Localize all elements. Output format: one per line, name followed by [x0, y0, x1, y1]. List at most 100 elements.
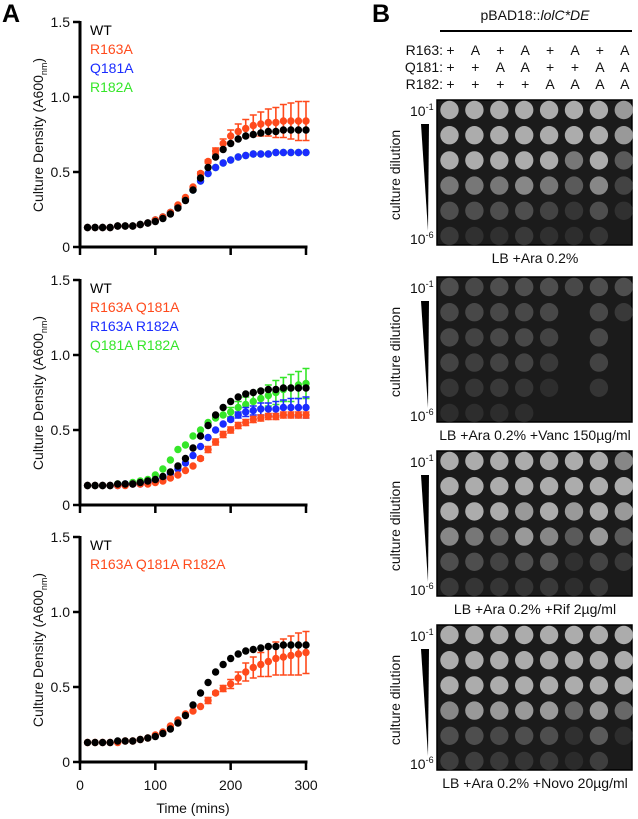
data-point [204, 157, 212, 166]
legend-entry: WT [90, 280, 112, 296]
data-point [106, 481, 114, 490]
bacterial-spot [539, 176, 559, 195]
agar-plate-image [436, 99, 633, 246]
y-axis-label-end: ) [30, 316, 46, 321]
data-point [234, 393, 242, 401]
data-point [181, 454, 190, 463]
data-point [302, 117, 310, 125]
data-point [113, 480, 122, 488]
dilution-wedge-icon [421, 301, 429, 408]
bacterial-spot [589, 353, 609, 372]
dilution-axis-label: culture dilution [387, 130, 403, 220]
dilution-exponent: -6 [426, 230, 434, 240]
data-point [302, 411, 310, 419]
data-point [249, 397, 257, 406]
bacterial-spot [515, 201, 534, 220]
data-point [272, 385, 280, 394]
data-point [264, 642, 273, 651]
data-point [226, 654, 235, 663]
bacterial-spot [465, 201, 484, 220]
series-r182a [83, 148, 310, 232]
data-point [234, 674, 242, 682]
bacterial-spot [515, 277, 534, 297]
y-tick-label: 1.0 [51, 347, 71, 363]
series-r163a-q181a [83, 411, 310, 490]
dilution-base: 10 [410, 582, 426, 598]
x-tick-label: 100 [144, 777, 168, 793]
bacterial-spot [440, 277, 459, 297]
data-point [159, 465, 167, 473]
bacterial-spot [440, 201, 459, 220]
bacterial-spot [564, 676, 584, 695]
data-point [249, 130, 257, 139]
bacterial-spot [490, 100, 509, 120]
bacterial-spot [614, 126, 633, 145]
data-point [189, 462, 197, 470]
legend-entry: R163A R182A [90, 318, 179, 334]
bacterial-spot [465, 502, 484, 521]
x-tick-label: 0 [76, 777, 84, 793]
bacterial-spot [564, 226, 584, 246]
data-point [219, 159, 227, 167]
data-point [159, 214, 167, 223]
y-tick-label: 0.5 [51, 422, 71, 438]
data-point [257, 387, 265, 395]
data-point [211, 153, 220, 161]
bacterial-spot [564, 451, 584, 471]
data-point [234, 403, 242, 412]
data-point [294, 403, 303, 412]
data-point [264, 150, 273, 158]
data-point [113, 222, 122, 230]
bacterial-spot [465, 726, 484, 745]
bacterial-spot [614, 477, 633, 496]
bacterial-spot [515, 477, 534, 496]
bacterial-spot [490, 451, 509, 471]
data-point [302, 641, 310, 649]
bacterial-spot [614, 527, 633, 546]
data-point [287, 126, 295, 134]
data-point [166, 456, 175, 464]
bacterial-spot [515, 226, 534, 246]
bacterial-spot [490, 378, 509, 397]
data-point [242, 151, 250, 160]
data-point [302, 648, 310, 657]
dilution-base: 10 [410, 628, 426, 644]
bacterial-spot [465, 353, 484, 372]
data-point [264, 657, 273, 666]
bacterial-spot [589, 625, 609, 645]
data-point [113, 737, 122, 745]
bacterial-spot [614, 100, 633, 120]
bacterial-spot [515, 403, 534, 423]
data-point [264, 127, 273, 136]
bacterial-spot [440, 403, 459, 423]
data-point [249, 415, 257, 424]
plate-condition-caption: LB +Ara 0.2% [492, 250, 579, 266]
data-point [287, 117, 295, 125]
bacterial-spot [515, 625, 534, 645]
dilution-wedge-icon [421, 649, 429, 756]
bacterial-spot [440, 625, 459, 645]
data-point [83, 481, 92, 490]
bacterial-spot [515, 100, 534, 120]
data-point [211, 426, 220, 434]
data-point [234, 135, 242, 143]
dilution-bottom-label: 10-6 [410, 407, 434, 424]
bacterial-spot [465, 100, 484, 120]
bacterial-spot [465, 328, 484, 347]
bacterial-spot [515, 353, 534, 372]
bacterial-spot [440, 726, 459, 745]
data-point [279, 117, 288, 125]
bacterial-spot [465, 403, 484, 423]
bacterial-spot [490, 577, 509, 597]
genotype-value: A [545, 76, 555, 92]
data-point [121, 480, 129, 488]
dilution-exponent: -1 [426, 102, 434, 112]
genotype-value: + [471, 76, 479, 92]
bacterial-spot [564, 151, 584, 170]
data-point [226, 426, 235, 434]
data-point [219, 420, 227, 428]
bacterial-spot [589, 176, 609, 195]
bacterial-spot [589, 552, 609, 571]
data-point [294, 641, 303, 649]
data-point [129, 480, 137, 488]
